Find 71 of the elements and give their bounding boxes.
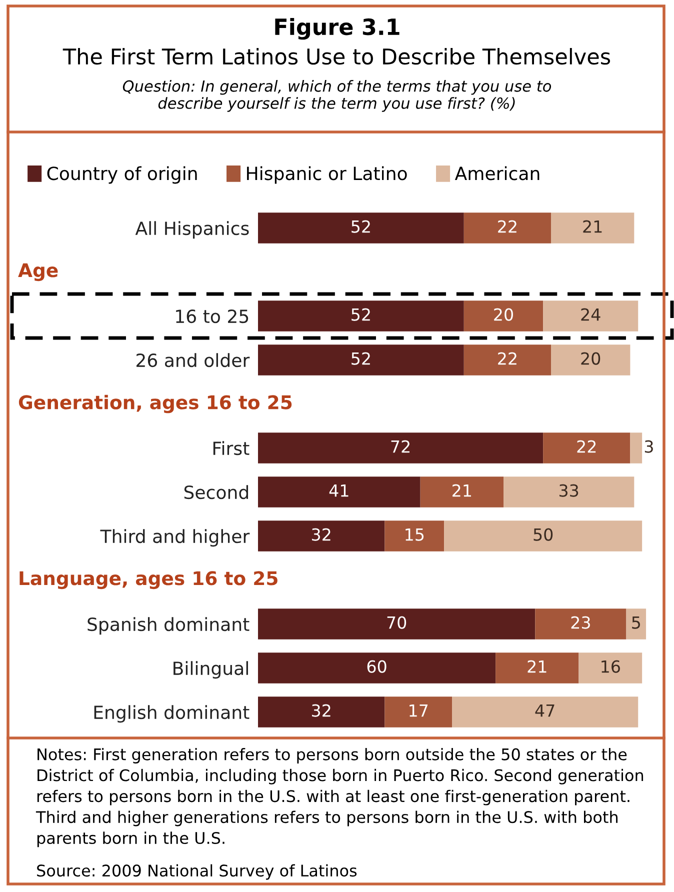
data-label: 16 — [602, 660, 620, 673]
text: Question: In general, which of the terms that you use to describe yourself is the term you use first? (%) — [122, 80, 552, 112]
bar — [464, 300, 544, 332]
chart-title: Figure 3.1 — [275, 18, 400, 40]
bar — [258, 696, 385, 728]
bar — [444, 520, 642, 552]
bar — [630, 432, 642, 464]
y-tick-label: Third and higher — [100, 529, 250, 547]
data-label: 22 — [498, 352, 516, 365]
y-tick-label: English dominant — [94, 705, 250, 723]
bar — [496, 652, 579, 684]
source-note: Source: 2009 National Survey of Latinos — [37, 864, 357, 880]
bar — [420, 476, 504, 508]
legend-label: Hispanic or Latino — [247, 166, 407, 184]
bar — [258, 344, 464, 376]
data-label: 50 — [534, 528, 553, 541]
bar — [258, 652, 496, 684]
bar — [503, 476, 634, 508]
y-tick-label: 26 and older — [136, 353, 250, 368]
data-label: 72 — [391, 440, 410, 453]
data-label: 52 — [352, 352, 370, 365]
bar — [384, 696, 452, 728]
data-label: 5 — [632, 616, 640, 629]
bar — [535, 608, 626, 640]
y-tick-label: Spanish dominant — [88, 617, 250, 635]
chart-title: Generation, ages 16 to 25 — [18, 394, 292, 414]
bar — [626, 608, 646, 640]
bar — [258, 432, 544, 464]
bar — [384, 520, 444, 552]
bar — [258, 520, 385, 552]
data-label: 17 — [410, 704, 428, 717]
bar — [452, 696, 638, 728]
bar — [258, 476, 420, 508]
data-label: 52 — [352, 220, 370, 233]
legend-label: Country of origin — [47, 166, 197, 184]
y-tick-label: All Hispanics — [135, 221, 249, 239]
data-label: 60 — [367, 660, 386, 673]
bar — [543, 300, 638, 332]
data-label: 33 — [559, 484, 578, 497]
legend-label: American — [454, 166, 540, 180]
text: Notes: First generation refers to persons born outside the 50 states or the District of Columbia, including those born in Puerto Rico. Second generation refers to persons born in the U.S. with at least one first-generation parent. Third and higher generations refers to persons born in the U.S. with both parents born in the U.S. — [36, 748, 644, 848]
bar — [258, 608, 536, 640]
data-label: 21 — [583, 220, 602, 233]
data-label: 70 — [387, 616, 406, 629]
y-tick-label: Bilingual — [174, 661, 248, 679]
data-label: 32 — [312, 704, 330, 717]
data-label: 23 — [571, 616, 590, 629]
data-label: 21 — [528, 660, 546, 673]
y-tick-label: 16 to 25 — [176, 309, 248, 324]
text: Age — [18, 263, 58, 282]
data-label: 3 — [644, 440, 653, 453]
data-label: 20 — [581, 352, 600, 365]
bar — [551, 344, 630, 376]
data-label: 41 — [329, 484, 348, 497]
bar — [464, 344, 552, 376]
data-label: 20 — [494, 308, 513, 321]
chart-subtitle: The First Term Latinos Use to Describe Themselves — [62, 48, 610, 65]
bar — [258, 300, 464, 332]
chart-title: Language, ages 16 to 25 — [20, 571, 278, 590]
data-label: 32 — [312, 528, 330, 541]
bar — [578, 652, 642, 684]
data-label: 52 — [352, 308, 370, 321]
data-label: 15 — [406, 528, 424, 541]
data-label: 24 — [581, 308, 600, 321]
data-label: 22 — [498, 220, 516, 233]
data-label: 22 — [577, 440, 596, 453]
bar — [543, 432, 630, 464]
y-tick-label: Second — [184, 485, 248, 500]
data-label: 21 — [452, 484, 471, 497]
data-label: 47 — [535, 704, 554, 717]
y-tick-label: First — [213, 441, 250, 456]
